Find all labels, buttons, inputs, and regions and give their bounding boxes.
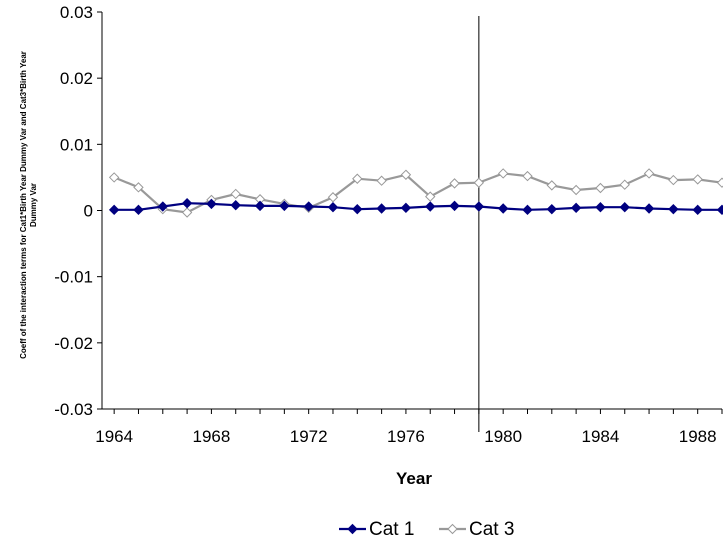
data-point xyxy=(692,174,703,185)
data-point xyxy=(352,203,363,215)
data-point xyxy=(716,204,723,216)
data-point xyxy=(133,182,144,193)
data-point xyxy=(157,201,168,212)
y-tick-label: -0.01 xyxy=(54,268,93,287)
data-point xyxy=(181,207,193,218)
data-point xyxy=(303,201,314,212)
data-point xyxy=(133,204,144,216)
legend-item: Cat 1 xyxy=(339,519,414,540)
data-point xyxy=(254,200,266,212)
series-layer xyxy=(108,168,723,218)
y-axis-title-line-1: Coeff of the interaction terms for Cat1*… xyxy=(19,51,28,359)
data-point xyxy=(181,198,193,209)
data-point xyxy=(497,203,509,214)
data-point xyxy=(230,188,241,200)
data-point xyxy=(108,204,120,216)
y-tick-label: -0.03 xyxy=(54,400,93,419)
data-point xyxy=(376,203,387,214)
data-point xyxy=(400,202,412,214)
data-point xyxy=(425,201,436,212)
y-axis-title: Coeff of the interaction terms for Cat1*… xyxy=(19,51,38,359)
data-point xyxy=(619,179,630,190)
data-point xyxy=(425,191,436,202)
series-cat-3 xyxy=(108,168,723,218)
data-point xyxy=(668,203,679,215)
x-tick-label: 1976 xyxy=(387,427,425,446)
data-point xyxy=(619,201,630,213)
legend-item: Cat 3 xyxy=(439,519,514,540)
data-point xyxy=(473,177,485,188)
axes xyxy=(97,11,723,432)
data-point xyxy=(230,199,241,211)
legend-marker xyxy=(347,523,358,535)
data-point xyxy=(522,170,533,182)
x-tick-label: 1988 xyxy=(679,427,717,446)
data-point xyxy=(449,178,460,189)
data-point xyxy=(108,172,120,183)
data-point xyxy=(595,201,606,213)
x-axis-title: Year xyxy=(396,469,432,488)
legend: Cat 1 Cat 3 xyxy=(339,519,514,540)
data-point xyxy=(376,175,387,186)
data-point xyxy=(279,200,290,212)
data-point xyxy=(497,168,509,179)
data-point xyxy=(473,201,485,212)
data-point xyxy=(643,203,655,214)
y-tick-label: 0.03 xyxy=(60,3,93,22)
y-axis-title-line-2: Dummy Var xyxy=(29,183,38,227)
data-point xyxy=(327,201,339,213)
series-line xyxy=(114,202,722,211)
data-point xyxy=(692,204,703,216)
x-tick-label: 1972 xyxy=(290,427,328,446)
data-point xyxy=(449,200,460,212)
y-tick-label: 0 xyxy=(84,202,93,221)
data-point xyxy=(716,177,723,188)
data-point xyxy=(570,184,582,196)
legend-label: Cat 1 xyxy=(369,519,414,540)
data-point xyxy=(546,203,558,215)
data-point xyxy=(206,198,217,210)
data-point xyxy=(522,204,533,216)
y-tick-label: 0.02 xyxy=(60,69,93,88)
y-tick-label: 0.01 xyxy=(60,135,93,154)
legend-marker xyxy=(447,523,458,535)
x-tick-label: 1968 xyxy=(192,427,230,446)
data-point xyxy=(327,192,339,203)
data-point xyxy=(668,174,679,186)
legend-label: Cat 3 xyxy=(469,519,514,540)
y-tick-label: -0.02 xyxy=(54,334,93,353)
data-point xyxy=(570,202,582,214)
x-tick-label: 1984 xyxy=(582,427,620,446)
x-tick-label: 1964 xyxy=(95,427,133,446)
series-cat-1 xyxy=(108,198,723,216)
data-point xyxy=(400,169,412,180)
data-point xyxy=(643,168,655,179)
data-point xyxy=(352,173,363,184)
data-point xyxy=(595,182,606,194)
data-point xyxy=(546,180,558,191)
x-tick-label: 1980 xyxy=(484,427,522,446)
